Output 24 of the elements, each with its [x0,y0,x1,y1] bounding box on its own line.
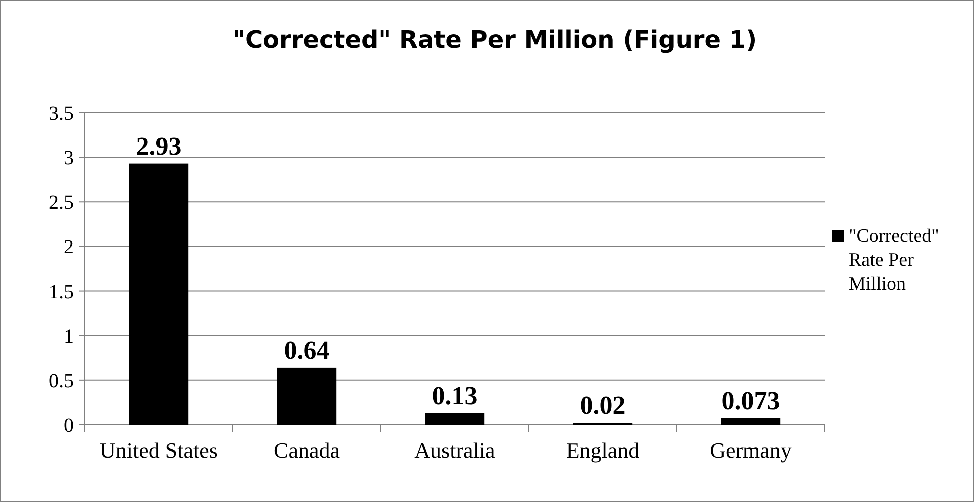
chart-title: "Corrected" Rate Per Million (Figure 1) [232,26,758,54]
data-label: 0.073 [722,386,780,416]
data-label: 0.13 [432,381,478,410]
data-label: 0.64 [284,336,330,365]
y-tick-label: 2 [64,236,74,259]
bar [721,418,781,425]
x-tick-label: Australia [414,438,496,463]
y-tick-label: 0 [64,415,74,437]
bar [129,164,189,425]
data-label: 2.93 [136,132,182,161]
bar [425,413,485,425]
y-tick-label: 1 [64,326,74,348]
x-tick-label: United States [100,438,218,463]
x-tick-label: Canada [274,438,340,463]
x-tick-label: Germany [710,438,792,463]
y-tick-label: 3 [64,148,74,170]
bar [277,368,337,425]
data-label: 0.02 [580,391,626,420]
y-tick-label: 3.5 [49,103,74,125]
y-tick-label: 0.5 [49,370,74,392]
x-tick-label: England [566,438,640,463]
legend-label: "Corrected" Rate Per Million [849,226,940,295]
y-tick-label: 1.5 [49,281,74,304]
y-tick-label: 2.5 [49,192,74,214]
